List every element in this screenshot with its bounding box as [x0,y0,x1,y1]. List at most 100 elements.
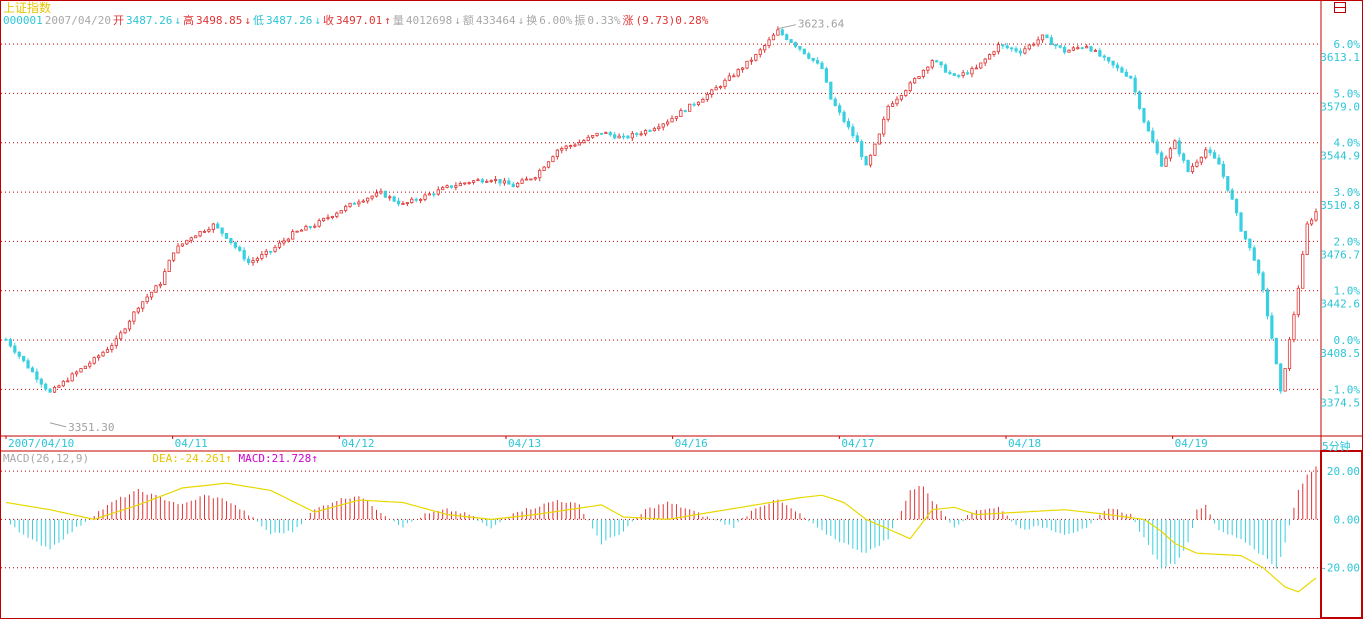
quote-info-line: 000001 2007/04/20 开 3487.26 ↓ 高 3498.85 ↓ 低 3487.… [3,14,710,27]
candle-up [282,240,286,244]
candle-up [555,149,559,158]
candle-down [1239,212,1243,232]
candle-up [92,357,96,364]
price-axis-percent-label: 5.0% [1334,87,1361,100]
candle-down [789,39,793,43]
candle-down [35,371,39,380]
close-value: 3497.01 [335,14,383,27]
candle-up [476,179,480,182]
candle-up [913,78,917,84]
candle-down [498,179,502,184]
candle-up [538,170,542,179]
candle-up [727,75,731,81]
macd-value: MACD:21.728 [238,452,312,465]
candle-down [1124,71,1128,77]
candle-down [648,130,652,132]
candle-up [1301,253,1305,289]
candle-down [238,246,242,251]
candle-down [414,198,418,201]
candle-down [1230,189,1234,200]
volume-value: 4012698 [405,14,453,27]
candle-up [516,182,520,188]
candle-up [410,198,414,204]
macd-indicator-name: MACD(26,12,9) [3,452,90,465]
candle-up [974,67,978,70]
candle-up [961,72,965,76]
candle-down [1146,121,1150,132]
candle-down [1133,77,1137,93]
candle-up [718,86,723,89]
candle-down [599,132,604,135]
time-axis-label: 04/16 [675,437,708,450]
turnover-value: 6.00% [539,14,573,27]
period-label[interactable]: 5分钟 [1322,440,1351,453]
candle-down [1226,176,1230,191]
candle-up [441,187,445,191]
candle-down [1182,153,1186,161]
candle-up [127,320,132,330]
candle-up [1314,211,1318,221]
candle-up [970,68,974,75]
candle-down [1274,337,1278,365]
candle-down [383,190,387,198]
candle-up [776,29,780,36]
candle-down [860,141,864,157]
amount-label: 额 [462,14,474,27]
candle-up [582,140,586,144]
candle-down [1261,272,1265,291]
candle-up [330,215,334,218]
time-axis-label: 04/19 [1175,437,1208,450]
candle-up [502,180,507,184]
candle-up [335,212,339,217]
low-value: 3487.26 [265,14,313,27]
candle-up [119,332,123,340]
candle-up [1173,140,1177,150]
candle-down [957,75,961,77]
amplitude-value: 0.33% [587,14,621,27]
candle-up [1292,314,1296,341]
candle-up [1309,219,1314,225]
time-axis-label: 2007/04/10 [8,437,74,450]
candle-up [701,99,705,103]
candle-up [163,271,167,285]
candle-up [630,133,634,139]
candle-down [1018,50,1023,54]
candle-down [1217,157,1221,165]
candle-up [661,123,665,128]
candle-down [1155,141,1159,154]
candle-up [551,156,555,163]
candle-down [1080,47,1084,50]
candle-up [643,130,648,135]
candle-down [392,196,396,202]
candle-down [851,126,855,137]
time-axis-label: 04/13 [508,437,541,450]
amplitude-label: 振 [574,14,586,27]
candle-up [172,252,176,261]
close-arrow: ↑ [384,14,391,27]
candle-down [1279,363,1283,392]
candle-down [1107,56,1111,62]
candle-up [1023,48,1027,54]
candle-up [533,177,537,180]
candle-down [13,345,17,353]
candle-up [652,128,656,132]
macd-axis-label: -20.00 [1320,562,1360,575]
candle-up [105,349,110,353]
candle-up [595,132,599,136]
candle-down [829,81,833,100]
candle-up [321,217,326,222]
candle-down [798,45,802,50]
candle-up [882,118,886,135]
price-axis-percent-label: -1.0% [1327,383,1360,396]
window-toggle-icon[interactable] [1334,2,1346,13]
time-axis-label: 04/18 [1008,437,1041,450]
candle-up [1204,149,1208,158]
open-value: 3487.26 [125,14,173,27]
candle-down [1111,60,1115,66]
candle-up [198,231,202,237]
candle-up [767,39,771,46]
candle-up [763,45,767,51]
candle-down [1045,34,1049,39]
candle-up [560,148,564,151]
candle-up [401,203,405,205]
